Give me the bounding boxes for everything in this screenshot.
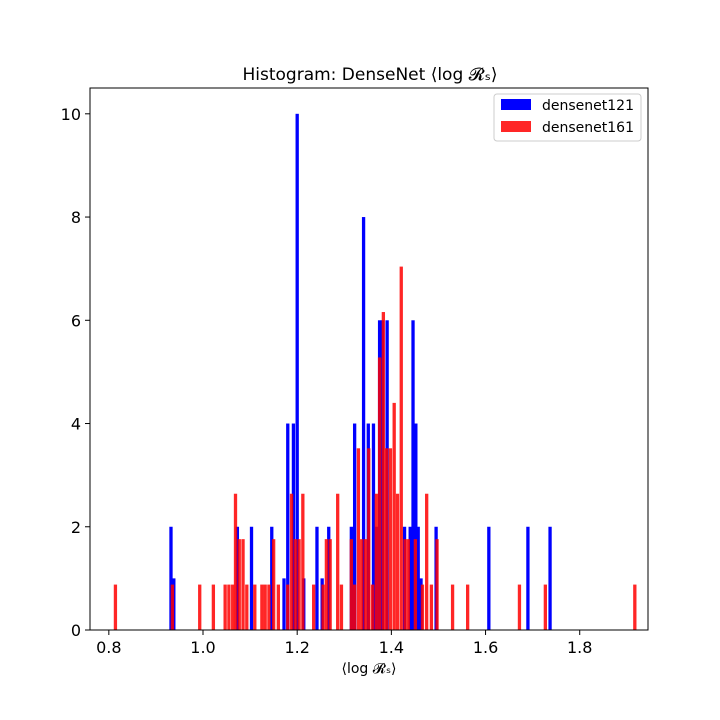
bar-densenet121-3 — [249, 526, 254, 630]
bar-densenet161-45 — [413, 539, 418, 630]
bar-densenet161-48 — [429, 584, 434, 630]
bar-densenet161-8 — [237, 539, 241, 630]
bar-densenet161-40 — [392, 402, 396, 630]
bar-densenet161-26 — [336, 493, 340, 630]
bar-densenet161-49 — [435, 539, 439, 630]
bar-densenet161-54 — [633, 584, 637, 630]
y-tick-label: 6 — [71, 311, 81, 330]
bar-densenet161-28 — [349, 539, 353, 630]
legend-swatch-densenet161 — [501, 121, 531, 132]
bar-densenet161-11 — [253, 584, 257, 630]
bar-densenet161-10 — [245, 584, 249, 630]
bar-densenet121-31 — [548, 526, 552, 630]
bar-densenet161-5 — [227, 584, 231, 630]
bar-densenet121-17 — [371, 423, 376, 630]
x-tick-label: 1.0 — [190, 638, 215, 657]
bar-densenet121-8 — [295, 113, 299, 630]
bar-densenet121-4 — [270, 526, 274, 630]
bar-densenet161-23 — [321, 584, 325, 630]
bar-densenet161-37 — [381, 312, 386, 630]
x-tick-label: 0.8 — [96, 638, 121, 657]
y-tick-label: 10 — [61, 105, 81, 124]
chart-title: Histogram: DenseNet ⟨log 𝓡ₛ⟩ — [242, 65, 497, 85]
bar-densenet161-31 — [360, 539, 364, 630]
bar-densenet161-14 — [267, 584, 271, 630]
bar-densenet161-15 — [272, 539, 276, 630]
bar-densenet161-7 — [233, 493, 238, 630]
y-axis: 0 2 4 6 8 10 — [61, 105, 90, 640]
bar-densenet121-30 — [526, 526, 530, 630]
bar-densenet121-23 — [408, 526, 412, 630]
bar-densenet161-0 — [113, 584, 118, 630]
bar-densenet161-3 — [211, 584, 216, 630]
legend-swatch-densenet121 — [501, 99, 531, 110]
bar-densenet161-47 — [425, 493, 429, 630]
bar-densenet161-6 — [231, 584, 235, 630]
bar-densenet161-16 — [276, 584, 280, 630]
bar-densenet161-46 — [420, 584, 425, 630]
bars-layer — [113, 113, 637, 631]
bar-densenet161-41 — [395, 493, 400, 630]
bar-densenet161-32 — [363, 539, 368, 630]
x-axis-label: ⟨log 𝓡ₛ⟩ — [341, 661, 396, 677]
axes-frame — [89, 87, 649, 631]
bar-densenet121-26 — [416, 526, 420, 630]
bar-densenet161-22 — [312, 584, 316, 630]
bar-densenet161-35 — [374, 493, 378, 630]
bar-densenet161-24 — [324, 539, 329, 630]
bar-densenet161-1 — [170, 584, 175, 630]
bar-densenet161-34 — [370, 584, 375, 630]
bar-densenet161-21 — [301, 493, 305, 630]
bar-densenet161-20 — [297, 539, 301, 630]
bar-densenet121-25 — [414, 423, 418, 630]
bar-densenet161-17 — [286, 584, 290, 630]
bar-densenet121-14 — [352, 423, 357, 630]
bar-densenet161-4 — [223, 584, 227, 630]
legend-label-densenet161: densenet161 — [542, 120, 634, 136]
bar-densenet161-29 — [352, 584, 357, 630]
bar-densenet161-51 — [466, 584, 470, 630]
bar-densenet161-13 — [263, 584, 267, 630]
bar-densenet121-7 — [291, 423, 296, 630]
bar-densenet161-50 — [450, 584, 455, 630]
bar-densenet161-38 — [385, 448, 389, 630]
bar-densenet161-43 — [403, 539, 407, 630]
legend-label-densenet121: densenet121 — [542, 98, 634, 114]
bar-densenet121-10 — [315, 526, 319, 630]
y-tick-label: 0 — [71, 621, 81, 640]
bar-densenet161-25 — [328, 539, 332, 630]
bar-densenet121-15 — [361, 217, 366, 631]
bar-densenet121-2 — [235, 526, 240, 630]
x-tick-label: 1.4 — [379, 638, 404, 657]
bar-densenet161-52 — [517, 584, 522, 630]
bar-densenet121-24 — [411, 320, 415, 630]
bar-densenet121-6 — [286, 423, 290, 630]
bar-densenet121-29 — [487, 526, 491, 630]
bar-densenet161-42 — [399, 266, 403, 630]
bar-densenet161-12 — [260, 584, 264, 630]
bar-densenet161-27 — [339, 584, 344, 630]
bar-densenet161-30 — [356, 448, 361, 630]
bar-densenet161-36 — [377, 357, 382, 630]
x-tick-label: 1.2 — [284, 638, 309, 657]
bar-densenet121-0 — [169, 526, 173, 630]
y-tick-label: 8 — [71, 208, 81, 227]
bar-densenet161-19 — [293, 539, 297, 630]
x-tick-label: 1.8 — [567, 638, 592, 657]
bar-densenet161-53 — [543, 584, 547, 630]
bar-densenet161-39 — [388, 448, 393, 630]
x-tick-label: 1.6 — [473, 638, 498, 657]
legend: densenet121 densenet161 — [493, 93, 642, 142]
bar-densenet161-18 — [289, 493, 294, 630]
y-tick-label: 4 — [71, 415, 81, 434]
bar-densenet161-44 — [406, 539, 410, 630]
x-axis: 0.8 1.0 1.2 1.4 1.6 1.8 — [96, 630, 592, 657]
y-tick-label: 2 — [71, 518, 81, 537]
bar-densenet161-33 — [367, 448, 371, 630]
bar-densenet161-9 — [241, 539, 245, 630]
bar-densenet161-2 — [198, 584, 202, 630]
bar-densenet121-5 — [282, 578, 286, 630]
